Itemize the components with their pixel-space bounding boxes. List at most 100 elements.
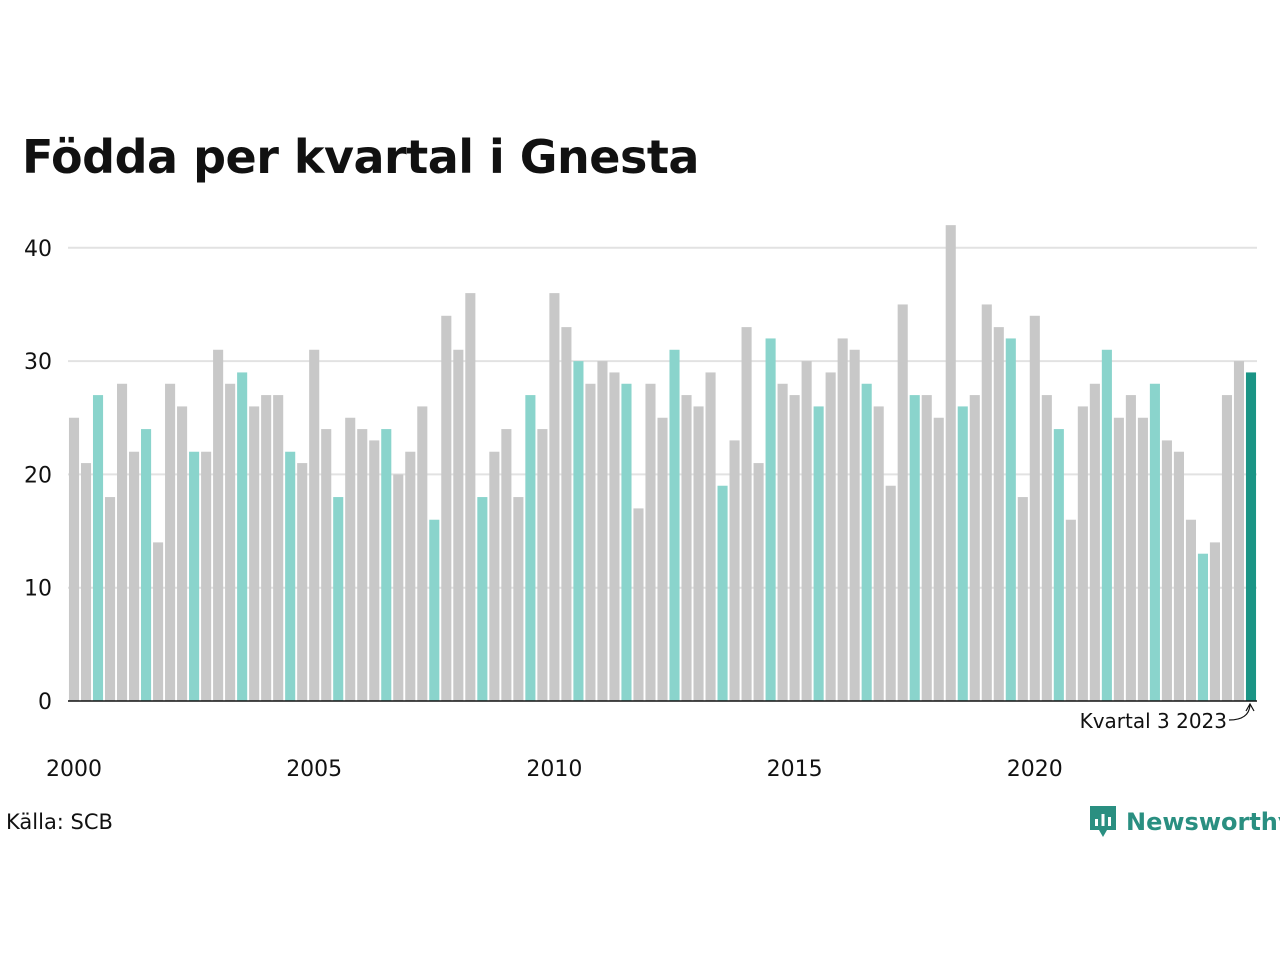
bar [381, 429, 392, 701]
bar [1113, 417, 1124, 701]
bar [669, 349, 680, 701]
bar [117, 383, 128, 701]
bar [225, 383, 236, 701]
bar [273, 395, 284, 701]
bar [921, 395, 932, 701]
chart-title: Födda per kvartal i Gnesta [22, 130, 699, 184]
y-tick-label: 20 [24, 463, 52, 488]
tick-labels: 0 10 20 30 40 2000 2005 2010 2015 2020 [24, 237, 1063, 782]
bar [429, 519, 440, 701]
bar [993, 327, 1004, 701]
annotation: Kvartal 3 2023 [1080, 702, 1255, 733]
bar [405, 451, 416, 701]
bar [825, 372, 836, 701]
source-label: Källa: SCB [6, 810, 113, 834]
bar [92, 395, 104, 701]
bar [981, 304, 992, 701]
bar [153, 542, 164, 701]
bar [321, 429, 332, 701]
bar [969, 395, 980, 701]
bar [1089, 383, 1100, 701]
bar [345, 417, 356, 701]
bar [1065, 519, 1076, 701]
bar [633, 508, 644, 701]
bar [861, 383, 872, 701]
bar [789, 395, 800, 701]
bar [1017, 497, 1028, 701]
bar [957, 406, 968, 701]
bar [561, 327, 572, 701]
bar [1185, 519, 1196, 701]
bar [1161, 440, 1172, 701]
bar [657, 417, 668, 701]
bar [1197, 553, 1208, 701]
bar [465, 293, 476, 701]
bar [741, 327, 752, 701]
bar [165, 383, 176, 701]
bar [573, 361, 584, 701]
annotation-arrow [1228, 702, 1255, 721]
bar [141, 429, 152, 701]
newsworthy-logo-icon [1090, 806, 1116, 837]
bar [177, 406, 188, 701]
bar [1149, 383, 1160, 701]
bar [681, 395, 692, 701]
bars [68, 225, 1257, 701]
bar [765, 338, 776, 701]
bar [1125, 395, 1136, 701]
bar [249, 406, 260, 701]
bar [1233, 361, 1245, 701]
bar [1245, 372, 1257, 701]
x-tick-label: 2000 [46, 757, 102, 782]
bar [873, 406, 884, 701]
bar [1137, 417, 1148, 701]
bar [237, 372, 248, 701]
bar [1005, 338, 1016, 701]
y-tick-label: 40 [24, 237, 52, 262]
bar [801, 361, 812, 701]
bar [513, 497, 524, 701]
bar [357, 429, 368, 701]
bar [477, 497, 488, 701]
bar [1221, 395, 1233, 701]
bar [201, 451, 212, 701]
bar [213, 349, 224, 701]
bar [453, 349, 464, 701]
bar [417, 406, 428, 701]
bar [717, 485, 728, 701]
bar [1101, 349, 1112, 701]
bar [1041, 395, 1052, 701]
bar [753, 463, 764, 701]
bar [129, 451, 140, 701]
x-tick-label: 2010 [526, 757, 582, 782]
newsworthy-logo: Newsworthy [1088, 804, 1280, 840]
bar [297, 463, 308, 701]
bar [1209, 542, 1221, 701]
bar [1173, 451, 1184, 701]
bar [80, 463, 92, 701]
x-tick-label: 2020 [1007, 757, 1063, 782]
bar [261, 395, 272, 701]
bar [525, 395, 536, 701]
bar [489, 451, 500, 701]
bar [1077, 406, 1088, 701]
bar [597, 361, 608, 701]
bar [104, 497, 116, 701]
bar [309, 349, 320, 701]
bar [369, 440, 380, 701]
bar [729, 440, 740, 701]
bar [441, 315, 452, 701]
bar [837, 338, 848, 701]
bar [549, 293, 560, 701]
bar [609, 372, 620, 701]
bar [1053, 429, 1064, 701]
bar [537, 429, 548, 701]
bar [68, 417, 80, 701]
bar [189, 451, 200, 701]
bar [885, 485, 896, 701]
y-tick-label: 10 [24, 577, 52, 602]
bar [897, 304, 908, 701]
bar [393, 474, 404, 701]
bar [693, 406, 704, 701]
